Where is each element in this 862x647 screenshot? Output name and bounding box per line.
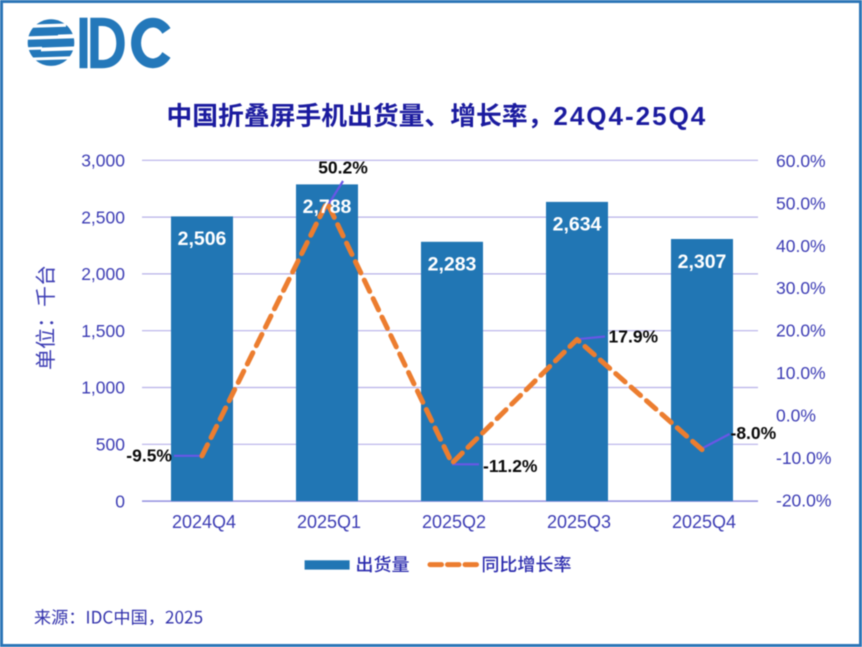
svg-text:-8.0%: -8.0% [731, 423, 777, 443]
svg-text:-20.0%: -20.0% [776, 491, 831, 511]
svg-text:2025Q2: 2025Q2 [422, 512, 486, 532]
svg-text:2,000: 2,000 [81, 264, 125, 284]
svg-text:2,500: 2,500 [81, 207, 125, 227]
svg-text:-9.5%: -9.5% [126, 446, 172, 466]
svg-text:2024Q4: 2024Q4 [172, 512, 236, 532]
svg-text:2025Q3: 2025Q3 [547, 512, 611, 532]
svg-text:17.9%: 17.9% [609, 326, 659, 346]
svg-text:40.0%: 40.0% [776, 236, 826, 256]
svg-text:2025Q4: 2025Q4 [672, 512, 736, 532]
svg-text:50.2%: 50.2% [318, 158, 368, 178]
svg-text:50.0%: 50.0% [776, 193, 826, 213]
svg-text:0.0%: 0.0% [776, 406, 816, 426]
svg-text:1,000: 1,000 [81, 378, 125, 398]
svg-text:2,506: 2,506 [178, 228, 227, 250]
svg-text:500: 500 [96, 435, 125, 455]
svg-text:1,500: 1,500 [81, 321, 125, 341]
svg-text:-10.0%: -10.0% [776, 448, 831, 468]
svg-text:10.0%: 10.0% [776, 363, 826, 383]
svg-text:20.0%: 20.0% [776, 321, 826, 341]
svg-text:2,788: 2,788 [303, 196, 352, 218]
svg-text:24Q4-25Q4: 24Q4-25Q4 [553, 101, 707, 131]
svg-text:3,000: 3,000 [81, 151, 125, 171]
svg-text:2,634: 2,634 [553, 214, 602, 236]
svg-text:-11.2%: -11.2% [483, 456, 538, 476]
svg-text:2025Q1: 2025Q1 [297, 512, 361, 532]
svg-text:60.0%: 60.0% [776, 151, 826, 171]
svg-text:0: 0 [115, 491, 125, 511]
svg-text:30.0%: 30.0% [776, 278, 826, 298]
svg-text:2,283: 2,283 [428, 254, 477, 276]
svg-text:2,307: 2,307 [678, 251, 727, 273]
